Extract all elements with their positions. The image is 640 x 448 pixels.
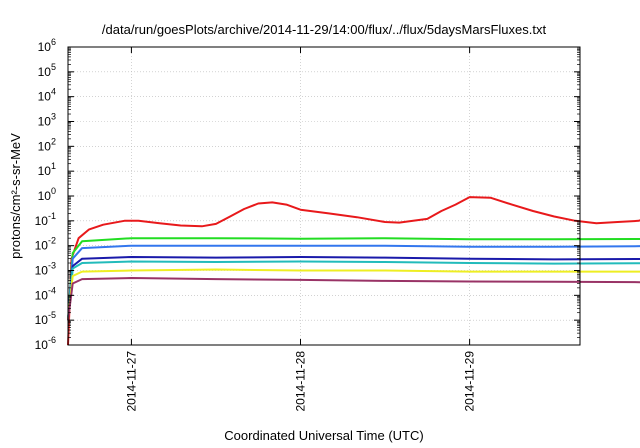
y-tick-label: 10-4 [35, 285, 56, 302]
data-series [67, 196, 640, 346]
y-tick-base: 10 [38, 139, 52, 153]
y-tick-label: 104 [38, 87, 56, 104]
y-tick-base: 10 [35, 338, 49, 352]
y-tick-exponent: 4 [51, 87, 56, 97]
y-tick-base: 10 [35, 239, 49, 253]
y-tick-exponent: 1 [51, 161, 56, 171]
y-tick-exponent: 6 [51, 37, 56, 47]
y-tick-label: 105 [38, 62, 56, 79]
series-line [67, 237, 640, 321]
y-axis-label: protons/cm²-s-sr-MeV [8, 133, 23, 259]
x-tick-label: 2014-11-28 [294, 351, 308, 412]
y-tick-base: 10 [35, 214, 49, 228]
x-tick-label: 2014-11-29 [463, 351, 477, 412]
y-tick-label: 10-6 [35, 335, 56, 352]
y-tick-label: 10-2 [35, 236, 56, 253]
y-tick-base: 10 [35, 313, 49, 327]
series-line [67, 277, 640, 321]
y-tick-base: 10 [35, 288, 49, 302]
y-tick-exponent: -5 [48, 310, 56, 320]
y-tick-exponent: -3 [48, 261, 56, 271]
x-tick-label: 2014-11-27 [124, 351, 138, 412]
y-tick-exponent: 5 [51, 62, 56, 72]
y-tick-exponent: -2 [48, 236, 56, 246]
y-tick-base: 10 [35, 264, 49, 278]
y-tick-base: 10 [38, 40, 52, 54]
series-line [67, 244, 640, 321]
y-tick-base: 10 [38, 164, 52, 178]
y-tick-exponent: -4 [48, 285, 56, 295]
y-tick-label: 100 [38, 186, 56, 203]
y-tick-label: 10-3 [35, 261, 56, 278]
axis-ticks: 10-610-510-410-310-210-11001011021031041… [35, 37, 580, 412]
series-line [67, 268, 640, 321]
series-line [67, 256, 640, 321]
y-tick-label: 101 [38, 161, 56, 178]
y-tick-base: 10 [38, 115, 52, 129]
y-tick-label: 102 [38, 136, 56, 153]
y-tick-base: 10 [38, 65, 52, 79]
chart-title: /data/run/goesPlots/archive/2014-11-29/1… [102, 22, 547, 37]
y-tick-base: 10 [38, 189, 52, 203]
y-tick-label: 103 [38, 112, 56, 129]
y-tick-exponent: 3 [51, 112, 56, 122]
y-tick-exponent: 2 [51, 136, 56, 146]
y-tick-exponent: 0 [51, 186, 56, 196]
y-tick-label: 10-5 [35, 310, 56, 327]
y-tick-base: 10 [38, 90, 52, 104]
y-tick-label: 106 [38, 37, 56, 54]
series-line [67, 260, 640, 321]
x-axis-label: Coordinated Universal Time (UTC) [224, 428, 423, 443]
y-tick-exponent: -6 [48, 335, 56, 345]
y-tick-label: 10-1 [35, 211, 56, 228]
y-tick-exponent: -1 [48, 211, 56, 221]
